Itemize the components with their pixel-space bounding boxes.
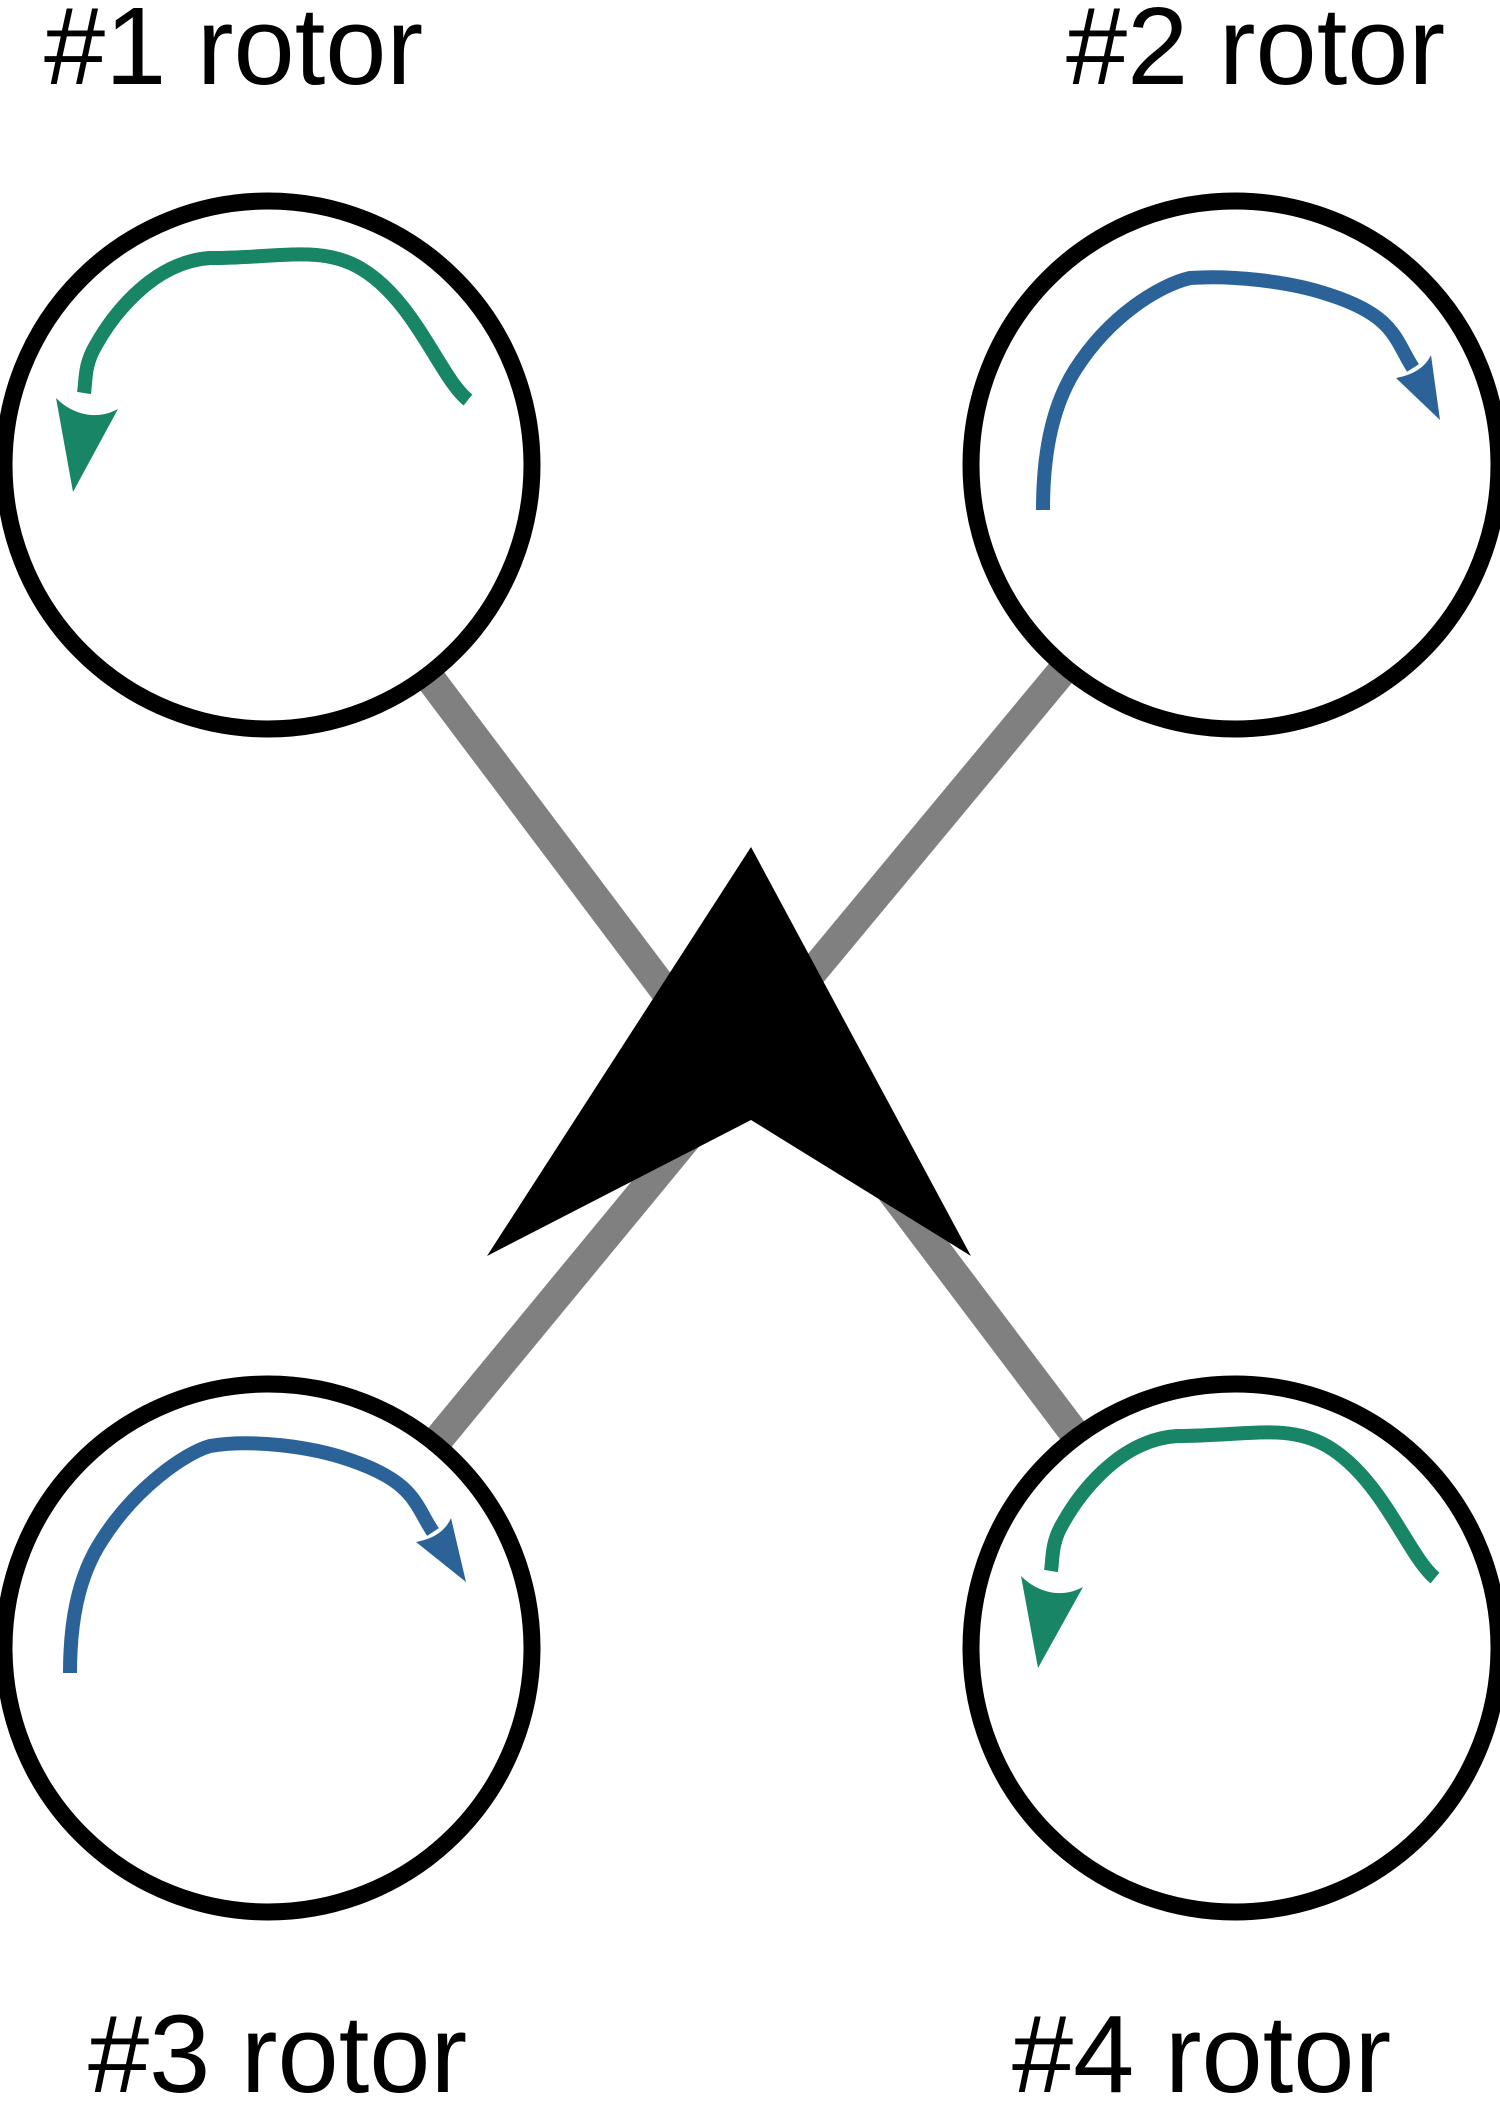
rotor-3-spin-arc [63, 1436, 439, 1674]
rotor-1-ring [0, 192, 541, 738]
rotor-3 [0, 1375, 541, 1921]
rotor-1 [0, 192, 541, 738]
rotor-4-spin-arrowhead [1021, 1576, 1083, 1668]
rotor-1-label: #1 rotor [44, 0, 423, 108]
rotor-4-spin-arc [1044, 1425, 1440, 1584]
rotor-2-label: #2 rotor [1066, 0, 1445, 108]
rotor-1-spin-arc [77, 247, 473, 406]
rotor-3-spin-arrowhead [416, 1518, 466, 1582]
rotor-2 [962, 192, 1500, 738]
rotor-3-label: #3 rotor [88, 1993, 467, 2102]
rotor-1-spin-arrowhead [56, 398, 118, 492]
rotor-4-ring [962, 1375, 1500, 1921]
rotor-3-ring [0, 1375, 541, 1921]
rotor-4-label: #4 rotor [1012, 1993, 1391, 2102]
rotor-2-spin-arrowhead [1396, 355, 1440, 420]
rotor-2-spin-arc [1036, 270, 1419, 511]
heading-arrowhead [487, 847, 971, 1256]
rotor-4 [962, 1375, 1500, 1921]
